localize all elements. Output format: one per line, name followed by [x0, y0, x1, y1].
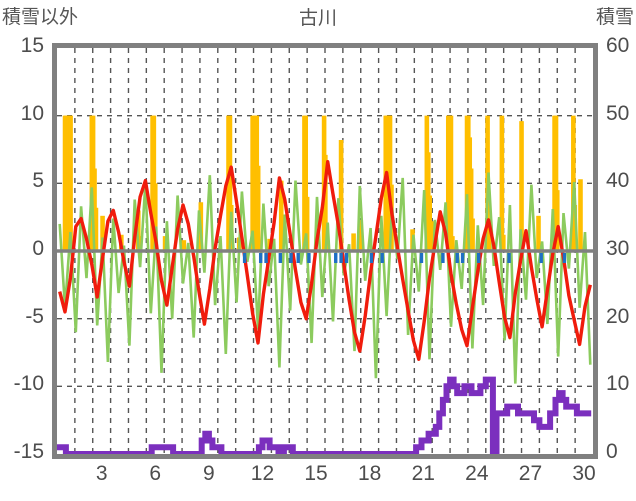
x-axis-tick-12: 12 [250, 462, 275, 485]
y-axis-tick-10: 10 [20, 101, 44, 125]
y2-axis-tick-60: 60 [606, 34, 630, 57]
y2-axis-tick-20: 20 [606, 304, 630, 328]
y-axis-tick-15: 15 [20, 34, 44, 57]
chart-title: 古川 [298, 8, 337, 29]
y-axis-tick-0: 0 [32, 237, 44, 260]
x-axis-tick-9: 9 [203, 462, 215, 485]
left-axis-title: 積雪以外 [2, 7, 79, 28]
y-axis-tick--15: -15 [13, 440, 44, 463]
x-axis-tick-24: 24 [465, 462, 489, 485]
y-axis-tick--10: -10 [13, 372, 44, 396]
plot-area [52, 43, 598, 459]
y2-axis-tick-50: 50 [606, 101, 630, 125]
y2-axis-tick-40: 40 [606, 169, 630, 193]
right-axis-title: 積雪 [595, 7, 634, 28]
chart-canvas [57, 48, 593, 454]
x-axis-tick-3: 3 [95, 462, 108, 485]
x-axis-tick-21: 21 [411, 462, 435, 485]
x-axis-tick-15: 15 [304, 462, 328, 485]
y-axis-tick-5: 5 [32, 169, 44, 193]
y-axis-tick--5: -5 [25, 304, 44, 328]
y2-axis-tick-10: 10 [606, 372, 630, 396]
x-axis-tick-18: 18 [357, 462, 382, 485]
x-axis-tick-27: 27 [518, 462, 543, 485]
y2-axis-tick-0: 0 [606, 440, 618, 463]
x-axis-tick-6: 6 [149, 462, 162, 485]
y2-axis-tick-30: 30 [606, 237, 630, 260]
x-axis-tick-30: 30 [572, 462, 596, 485]
